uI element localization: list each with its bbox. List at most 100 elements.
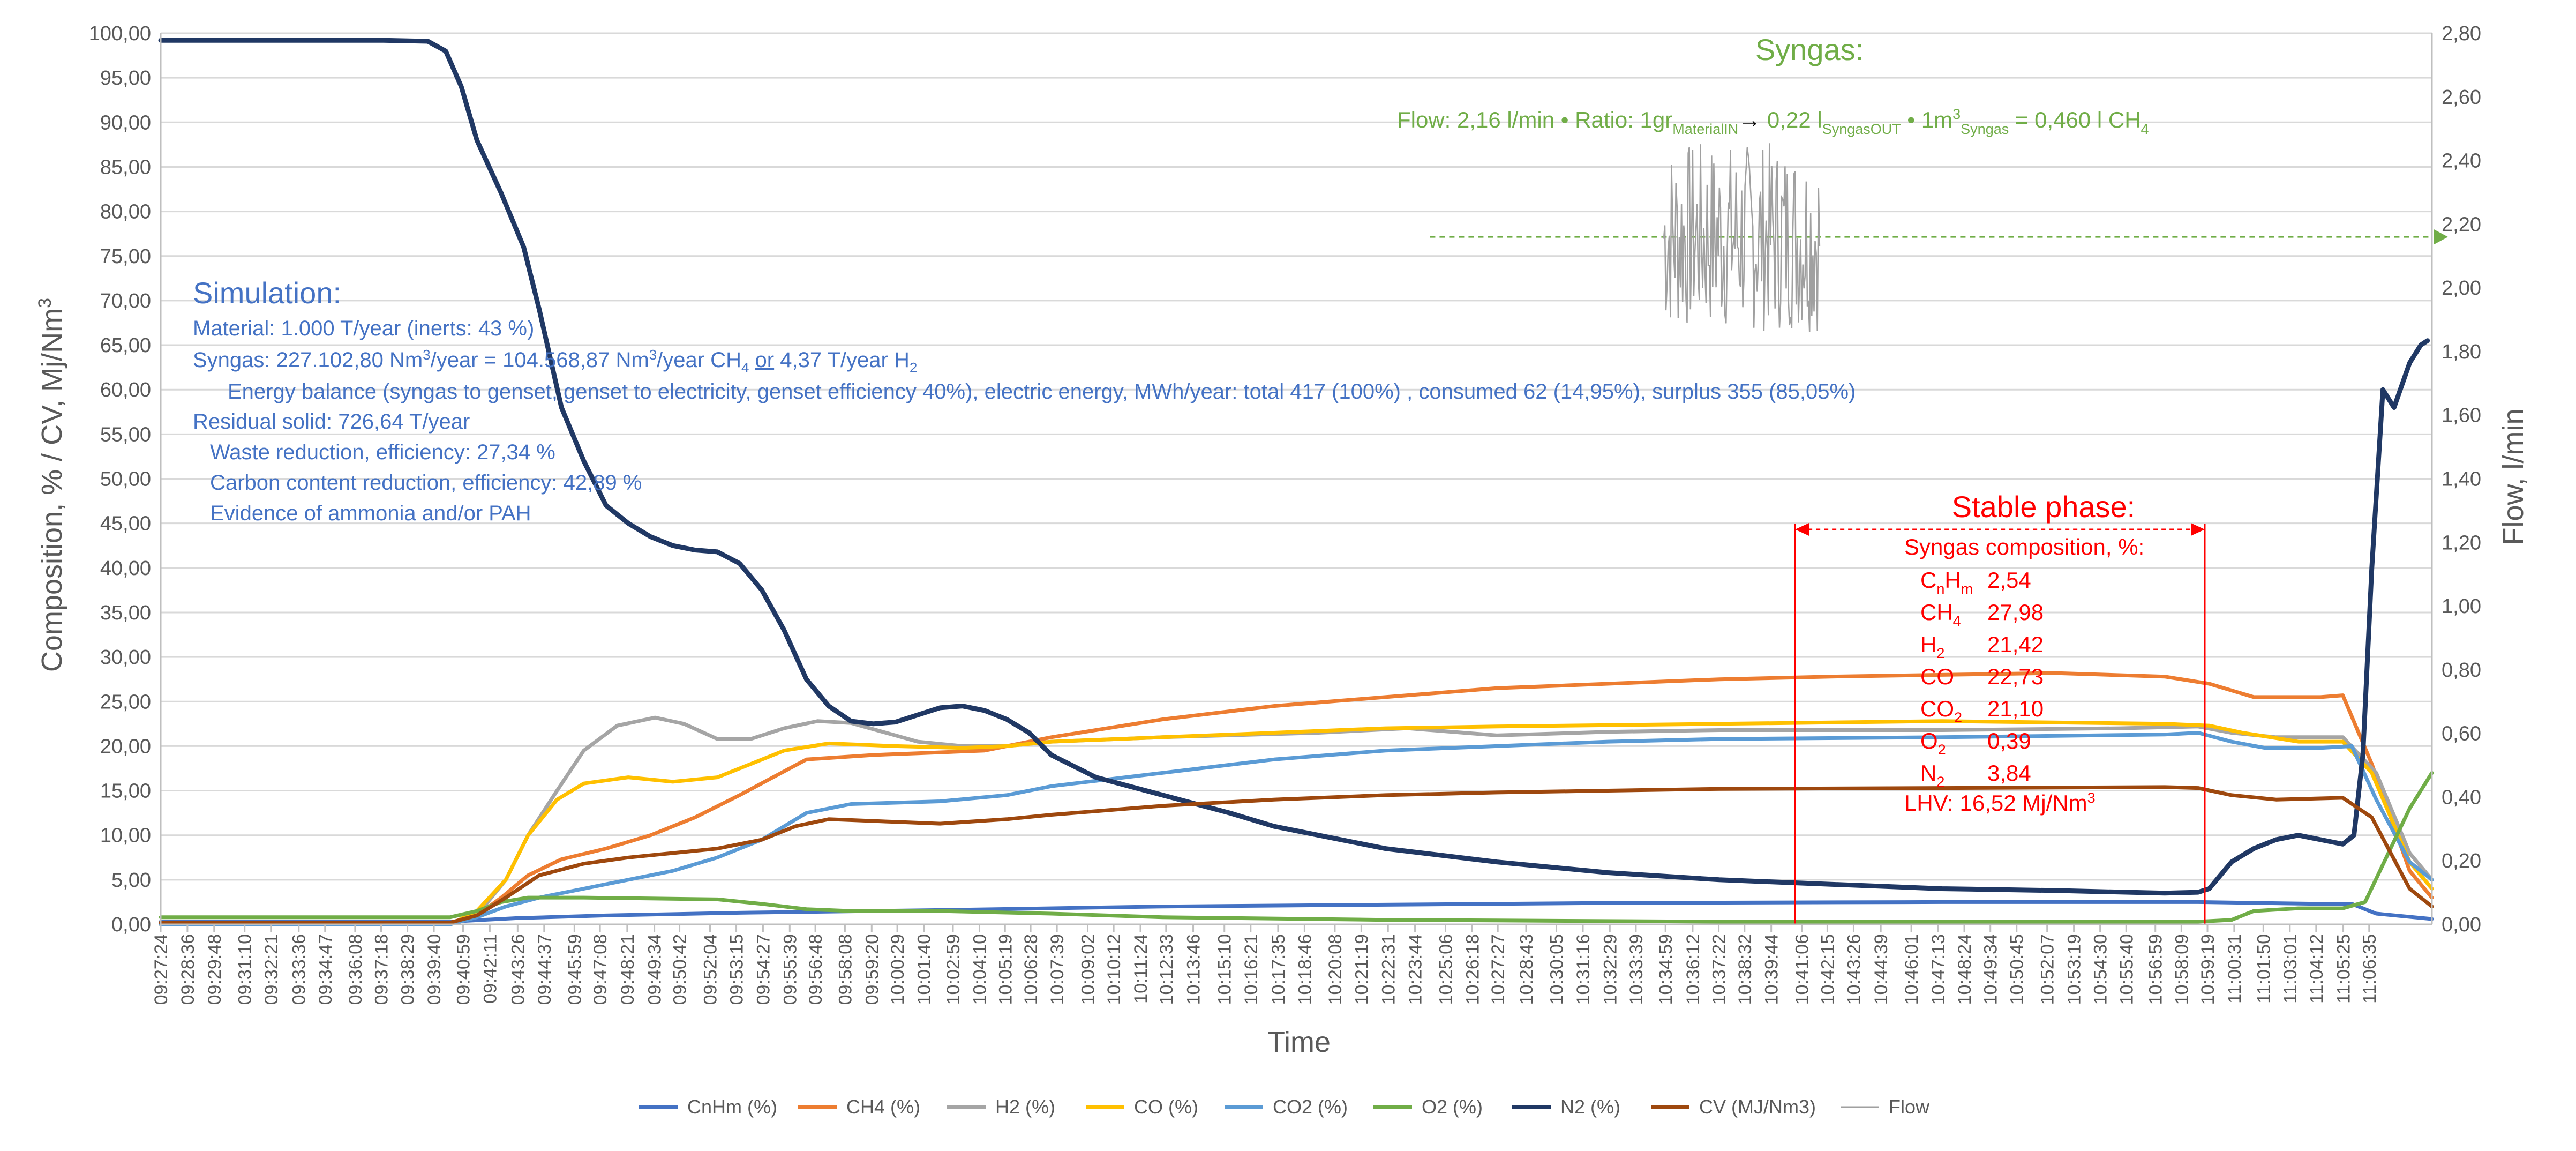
residual-solid-line: Residual solid: 726,64 T/year [193, 410, 470, 434]
y-tick-label: 25,00 [100, 691, 151, 713]
y-tick-label: 40,00 [100, 557, 151, 580]
composition-value: 3,84 [1987, 760, 2031, 786]
composition-value: 22,73 [1987, 664, 2044, 689]
x-tick-label: 09:48:21 [618, 934, 638, 1005]
x-tick-label: 09:37:18 [372, 934, 392, 1005]
x-tick-label: 10:02:59 [943, 934, 964, 1005]
stable-phase-arrowhead-right [2191, 523, 2205, 536]
x-tick-label: 09:29:48 [205, 934, 225, 1005]
x-tick-label: 09:53:15 [727, 934, 747, 1005]
x-tick-label: 09:34:47 [316, 934, 336, 1005]
x-tick-label: 09:43:26 [508, 934, 528, 1005]
x-tick-label: 10:46:01 [1902, 934, 1922, 1005]
y-tick-label: 10,00 [100, 825, 151, 847]
composition-gas-label: O2 [1920, 728, 1946, 758]
y2-tick-label: 1,20 [2442, 532, 2481, 554]
y-tick-label: 95,00 [100, 67, 151, 89]
x-tick-label: 10:34:59 [1656, 934, 1676, 1005]
y-tick-label: 65,00 [100, 334, 151, 357]
x-tick-label: 10:37:22 [1709, 934, 1730, 1005]
x-tick-label: 10:44:39 [1871, 934, 1891, 1005]
y-tick-label: 15,00 [100, 780, 151, 803]
x-tick-label: 09:58:08 [835, 934, 855, 1005]
composition-gas-label: CO [1920, 664, 1954, 689]
legend-label: N2 (%) [1560, 1096, 1620, 1118]
y-tick-label: 80,00 [100, 201, 151, 223]
series-line-cnhm [159, 900, 2434, 924]
grid [161, 32, 2432, 925]
y2-tick-label: 0,00 [2442, 914, 2481, 936]
composition-value: 2,54 [1987, 567, 2031, 593]
x-tick-label: 10:15:10 [1215, 934, 1235, 1005]
y2-tick-label: 0,80 [2442, 659, 2481, 682]
x-tick-label: 10:56:59 [2146, 934, 2166, 1005]
x-tick-label: 09:52:04 [700, 934, 720, 1005]
series-line-n2 [158, 38, 2430, 896]
legend-label: CO (%) [1134, 1096, 1198, 1118]
stable-phase-arrowhead-left [1795, 523, 1809, 536]
y2-tick-label: 1,00 [2442, 595, 2481, 618]
x-tick-label: 09:27:24 [151, 934, 171, 1005]
x-tick-label: 10:31:16 [1573, 934, 1594, 1005]
y2-tick-label: 2,40 [2442, 150, 2481, 173]
x-tick-label: 10:28:43 [1516, 934, 1537, 1005]
composition-gas-label: CH4 [1920, 600, 1961, 629]
y-axis-title: Composition, % / CV, Mj/Nm3 [35, 298, 68, 672]
composition-gas-label: CnHm [1920, 567, 1973, 597]
x-tick-label: 11:03:01 [2280, 934, 2301, 1004]
x-tick-label: 11:06:35 [2360, 934, 2380, 1004]
y-tick-label: 60,00 [100, 379, 151, 401]
series-line-cv-mj-nm3 [159, 785, 2434, 925]
y-tick-label: 5,00 [111, 869, 151, 892]
y-tick-label: 30,00 [100, 646, 151, 669]
x-tick-label: 10:42:15 [1818, 934, 1838, 1005]
x-tick-label: 10:30:05 [1547, 934, 1567, 1005]
y2-axis-title: Flow, l/min [2497, 408, 2529, 545]
series-line-co [159, 719, 2434, 926]
x-tick-label: 10:49:34 [1981, 934, 2001, 1005]
legend-label: Flow [1889, 1096, 1930, 1118]
y2-tick-label: 1,80 [2442, 341, 2481, 363]
evidence-line: Evidence of ammonia and/or PAH [210, 502, 531, 525]
x-tick-label: 09:42:11 [480, 934, 500, 1004]
x-tick-label: 10:53:19 [2064, 934, 2085, 1005]
x-tick-label: 10:41:06 [1792, 934, 1813, 1005]
y-tick-label: 35,00 [100, 602, 151, 624]
energy-balance-line: Energy balance (syngas to genset, genset… [228, 380, 1856, 403]
x-tick-label: 10:09:02 [1078, 934, 1099, 1005]
x-tick-label: 10:43:26 [1844, 934, 1864, 1005]
y-tick-label: 100,00 [89, 23, 151, 45]
x-tick-label: 10:39:44 [1762, 934, 1782, 1005]
simulation-title: Simulation: [193, 276, 341, 310]
x-tick-label: 11:01:50 [2254, 934, 2274, 1004]
x-tick-label: 10:17:35 [1268, 934, 1289, 1005]
y-tick-label: 70,00 [100, 290, 151, 312]
x-tick-label: 10:25:06 [1436, 934, 1456, 1005]
x-tick-label: 10:33:39 [1626, 934, 1647, 1005]
y-tick-label: 45,00 [100, 513, 151, 535]
y2-tick-label: 0,40 [2442, 786, 2481, 809]
flow-reference-marker [2434, 229, 2448, 245]
x-tick-label: 10:50:45 [2007, 934, 2027, 1005]
series-line-ch4 [159, 671, 2434, 926]
x-tick-label: 10:12:33 [1156, 934, 1177, 1005]
x-tick-label: 09:31:10 [235, 934, 256, 1005]
x-tick-label: 10:04:10 [970, 934, 990, 1005]
x-tick-label: 11:04:12 [2307, 934, 2327, 1004]
syngas-title: Syngas: [1755, 33, 1864, 66]
x-tick-label: 10:13:46 [1184, 934, 1204, 1005]
composition-gas-label: CO2 [1920, 696, 1962, 726]
x-tick-label: 10:23:44 [1406, 934, 1426, 1005]
x-tick-label: 10:21:19 [1351, 934, 1372, 1005]
composition-gas-label: H2 [1920, 632, 1944, 661]
x-tick-label: 09:32:21 [261, 934, 282, 1005]
x-tick-label: 09:49:34 [645, 934, 665, 1005]
x-tick-label: 10:54:30 [2091, 934, 2111, 1005]
flow-series-line [1663, 143, 1821, 333]
x-tick-label: 09:59:20 [862, 934, 882, 1005]
x-tick-label: 09:55:39 [780, 934, 800, 1005]
x-tick-label: 10:05:19 [995, 934, 1016, 1005]
x-axis-title: Time [1267, 1026, 1331, 1058]
y-tick-label: 20,00 [100, 735, 151, 758]
